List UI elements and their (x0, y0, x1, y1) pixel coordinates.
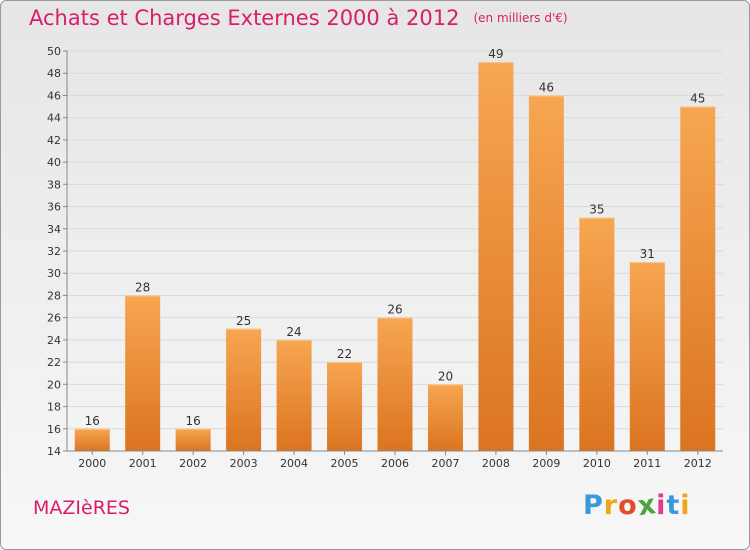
chart-title: Achats et Charges Externes 2000 à 2012 (e… (29, 6, 568, 30)
y-tick-label: 26 (47, 312, 61, 325)
logo-letter: r (603, 490, 619, 521)
value-label: 16 (85, 414, 100, 428)
y-tick-label: 24 (47, 334, 61, 347)
logo-letter: i (656, 490, 667, 521)
x-tick-label: 2008 (482, 457, 510, 470)
unit-text: (en milliers d'€) (473, 11, 568, 25)
x-tick-label: 2000 (78, 457, 106, 470)
y-tick-label: 30 (47, 267, 61, 280)
y-tick-label: 36 (47, 201, 61, 214)
x-tick-label: 2010 (583, 457, 611, 470)
value-label: 45 (690, 92, 705, 106)
title-text: Achats et Charges Externes 2000 à 2012 (29, 6, 460, 30)
y-tick-label: 48 (47, 67, 61, 80)
y-tick-label: 16 (47, 423, 61, 436)
y-tick-label: 40 (47, 156, 61, 169)
value-label: 25 (236, 314, 251, 328)
y-tick-label: 44 (47, 112, 61, 125)
logo-letter: i (680, 490, 691, 521)
logo-letter: t (666, 490, 681, 521)
bar-2004 (276, 339, 312, 451)
x-tick-label: 2004 (280, 457, 308, 470)
y-tick-label: 18 (47, 401, 61, 414)
y-tick-label: 20 (47, 378, 61, 391)
bar-2005 (327, 362, 363, 451)
logo-letter: P (583, 490, 604, 521)
value-label: 22 (337, 347, 352, 361)
y-tick-label: 46 (47, 89, 61, 102)
bar-2008 (478, 62, 514, 451)
y-tick-label: 42 (47, 134, 61, 147)
value-label: 31 (640, 247, 655, 261)
bar-2002 (175, 428, 211, 451)
bar-2006 (377, 317, 413, 451)
value-label: 28 (135, 280, 150, 294)
value-label: 26 (387, 303, 402, 317)
x-tick-label: 2001 (129, 457, 157, 470)
x-tick-label: 2007 (431, 457, 459, 470)
bar-2007 (427, 384, 463, 451)
y-tick-label: 38 (47, 178, 61, 191)
y-tick-label: 50 (47, 45, 61, 58)
x-tick-label: 2011 (633, 457, 661, 470)
bar-2009 (528, 95, 564, 451)
bar-2011 (629, 262, 665, 451)
value-label: 20 (438, 369, 453, 383)
y-tick-label: 22 (47, 356, 61, 369)
bar-2012 (680, 106, 716, 452)
bar-2001 (125, 295, 161, 451)
y-tick-label: 28 (47, 289, 61, 302)
bar-2010 (579, 217, 615, 451)
town-name: MAZIèRES (33, 497, 130, 519)
x-tick-label: 2005 (331, 457, 359, 470)
y-tick-label: 14 (47, 445, 61, 458)
logo-letter: o (618, 490, 638, 521)
y-tick-label: 34 (47, 223, 61, 236)
x-tick-label: 2006 (381, 457, 409, 470)
y-tick-label: 32 (47, 245, 61, 258)
value-label: 16 (186, 414, 201, 428)
logo-letter: x (635, 488, 659, 523)
value-label: 35 (589, 203, 604, 217)
value-label: 46 (539, 80, 554, 94)
x-tick-label: 2002 (179, 457, 207, 470)
value-label: 49 (488, 47, 503, 61)
x-tick-label: 2009 (532, 457, 560, 470)
x-tick-label: 2012 (684, 457, 712, 470)
value-label: 24 (286, 325, 301, 339)
x-tick-label: 2003 (230, 457, 258, 470)
proxiti-logo: Proxiti (583, 488, 691, 523)
bar-2000 (74, 428, 110, 451)
bar-2003 (226, 328, 262, 451)
